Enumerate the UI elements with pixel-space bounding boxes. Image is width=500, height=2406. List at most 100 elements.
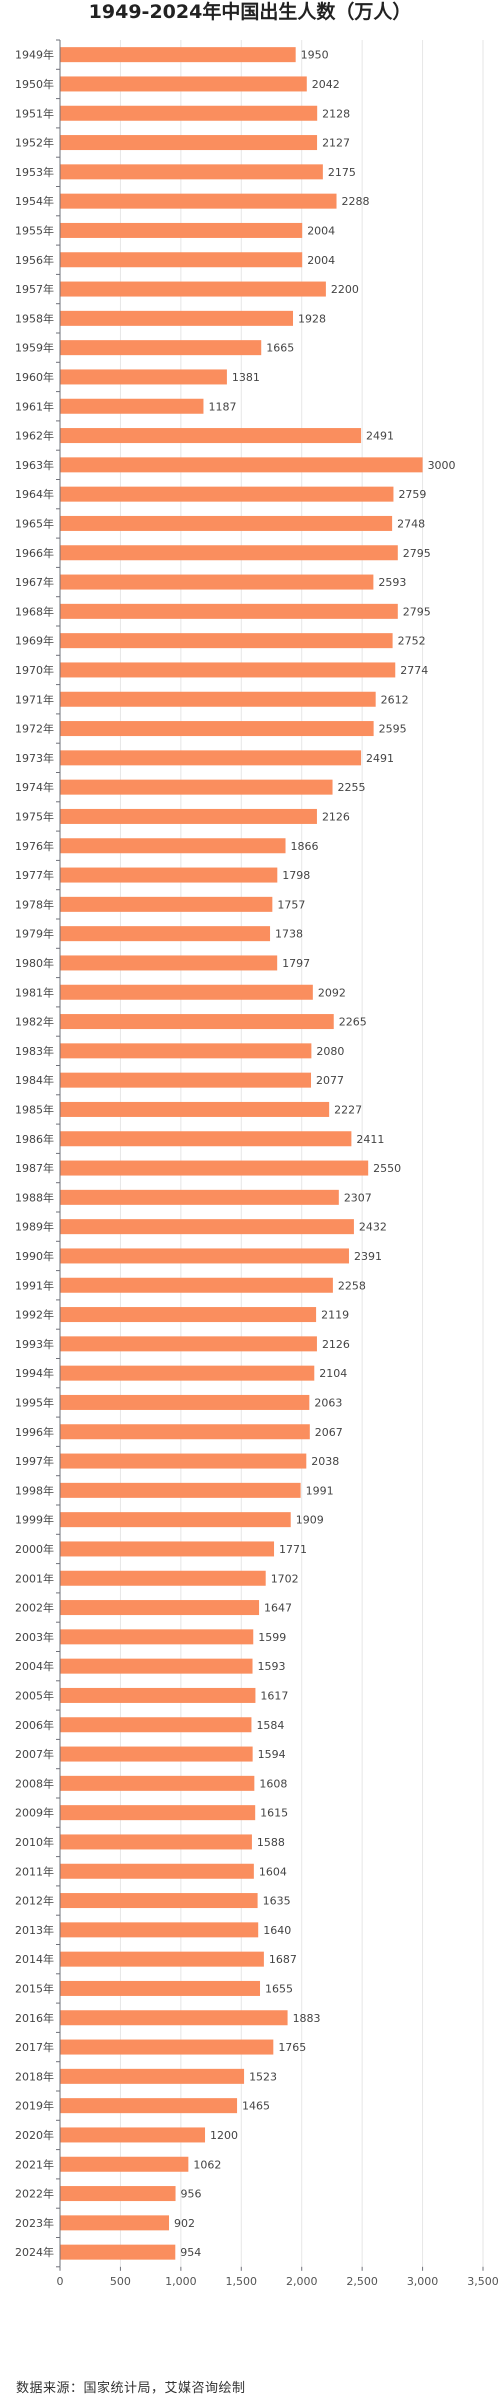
- bar: [60, 1687, 256, 1703]
- y-tick-label: 1958年: [15, 311, 54, 325]
- y-tick-label: 1954年: [15, 194, 54, 208]
- bar: [60, 2010, 288, 2026]
- bar: [60, 1980, 261, 1996]
- y-tick-label: 1951年: [15, 106, 54, 120]
- bar-value-label: 1187: [208, 400, 236, 413]
- y-tick-label: 2016年: [15, 2011, 54, 2025]
- bar: [60, 1101, 330, 1117]
- bar-value-label: 2004: [307, 254, 335, 267]
- bar-value-label: 2491: [366, 430, 394, 443]
- bar-value-label: 1909: [296, 1514, 324, 1527]
- bar: [60, 1365, 315, 1381]
- bar-value-label: 2595: [379, 723, 407, 736]
- y-tick-label: 1982年: [15, 1015, 54, 1029]
- bar-value-label: 2795: [403, 547, 431, 560]
- bar-value-label: 1765: [278, 2041, 306, 2054]
- bar: [60, 1951, 264, 1967]
- bar-value-label: 1608: [259, 1777, 287, 1790]
- bar-value-label: 1594: [258, 1748, 286, 1761]
- y-tick-label: 1990年: [15, 1249, 54, 1263]
- y-tick-label: 2020年: [15, 2128, 54, 2142]
- x-tick-label: 3,000: [407, 2275, 439, 2288]
- y-tick-label: 2008年: [15, 1776, 54, 1790]
- y-tick-label: 1963年: [15, 458, 54, 472]
- bar: [60, 1453, 307, 1469]
- bar: [60, 779, 333, 795]
- bar: [60, 369, 227, 385]
- y-tick-label: 1993年: [15, 1337, 54, 1351]
- bar-value-label: 2067: [315, 1426, 343, 1439]
- bar-value-label: 954: [180, 2246, 201, 2259]
- bar-value-label: 2593: [378, 576, 406, 589]
- bar-value-label: 2175: [328, 166, 356, 179]
- bar-value-label: 1702: [271, 1572, 299, 1585]
- y-tick-label: 1981年: [15, 985, 54, 999]
- bar-value-label: 2550: [373, 1162, 401, 1175]
- x-tick-label: 1,500: [226, 2275, 258, 2288]
- y-tick-label: 1968年: [15, 604, 54, 618]
- bar: [60, 2156, 189, 2172]
- bar-value-label: 956: [181, 2188, 202, 2201]
- bar: [60, 164, 323, 180]
- bar-value-label: 2255: [338, 781, 366, 794]
- y-tick-label: 1973年: [15, 751, 54, 765]
- bar-value-label: 1640: [263, 1924, 291, 1937]
- bar: [60, 428, 362, 444]
- bar-value-label: 2391: [354, 1250, 382, 1263]
- y-tick-label: 2015年: [15, 1981, 54, 1995]
- bar: [60, 1219, 354, 1235]
- bar: [60, 47, 296, 63]
- bar-value-label: 2491: [366, 752, 394, 765]
- bars: 1950 2042 2128 2127 2175 2288 2004 2004 2200 1928…: [60, 47, 456, 2260]
- y-tick-label: 1998年: [15, 1483, 54, 1497]
- y-tick-label: 1991年: [15, 1278, 54, 1292]
- bar: [60, 457, 423, 473]
- y-tick-label: 2002年: [15, 1601, 54, 1615]
- y-tick-label: 1964年: [15, 487, 54, 501]
- bar-value-label: 1604: [259, 1865, 287, 1878]
- y-tick-label: 1985年: [15, 1102, 54, 1116]
- y-tick-label: 1972年: [15, 722, 54, 736]
- y-tick-label: 1976年: [15, 839, 54, 853]
- bar-value-label: 2288: [342, 195, 370, 208]
- bar-value-label: 2411: [356, 1133, 384, 1146]
- bar: [60, 1893, 258, 1909]
- bar: [60, 252, 303, 268]
- y-tick-label: 2017年: [15, 2040, 54, 2054]
- bar: [60, 1863, 254, 1879]
- y-tick-label: 2004年: [15, 1659, 54, 1673]
- y-tick-label: 1971年: [15, 692, 54, 706]
- bar: [60, 808, 317, 824]
- bar-value-label: 2038: [311, 1455, 339, 1468]
- y-tick-label: 2013年: [15, 1923, 54, 1937]
- y-tick-label: 1959年: [15, 341, 54, 355]
- y-tick-label: 1988年: [15, 1190, 54, 1204]
- y-tick-label: 1950年: [15, 77, 54, 91]
- bar: [60, 603, 398, 619]
- bar: [60, 2186, 176, 2202]
- bar: [60, 222, 303, 238]
- bar-value-label: 1593: [258, 1660, 286, 1673]
- bar: [60, 1658, 253, 1674]
- bar-value-label: 1738: [275, 928, 303, 941]
- y-tick-label: 1969年: [15, 634, 54, 648]
- y-tick-label: 1961年: [15, 399, 54, 413]
- y-tick-label: 1996年: [15, 1425, 54, 1439]
- bar: [60, 340, 262, 356]
- bar: [60, 1424, 310, 1440]
- y-tick-label: 1960年: [15, 370, 54, 384]
- bar-value-label: 2104: [319, 1367, 347, 1380]
- y-tick-label: 1986年: [15, 1132, 54, 1146]
- bar-value-label: 2063: [314, 1396, 342, 1409]
- bar-value-label: 1655: [265, 1982, 293, 1995]
- bar: [60, 1834, 252, 1850]
- y-tick-label: 1952年: [15, 136, 54, 150]
- y-tick-label: 2014年: [15, 1952, 54, 1966]
- y-tick-label: 1953年: [15, 165, 54, 179]
- bar: [60, 2244, 176, 2260]
- bar: [60, 1541, 275, 1557]
- y-tick-label: 1974年: [15, 780, 54, 794]
- bar-value-label: 1647: [264, 1602, 292, 1615]
- x-tick-label: 0: [57, 2275, 64, 2288]
- bar-value-label: 1797: [282, 957, 310, 970]
